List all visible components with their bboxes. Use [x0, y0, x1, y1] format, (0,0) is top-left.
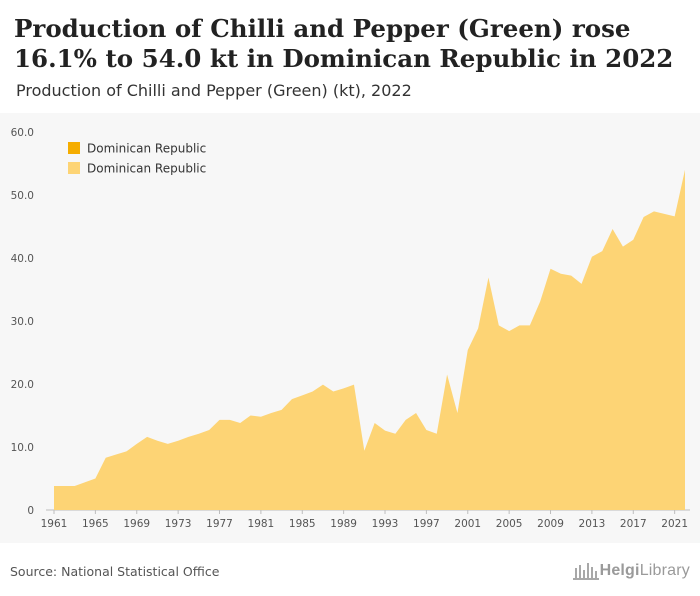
x-tick-label: 1985: [289, 518, 316, 530]
x-tick-label: 1969: [123, 518, 150, 530]
x-axis: 1961 1965 1969 1973 1977 1981 1985 1989 1993 1997…: [41, 509, 690, 530]
x-tick-label: 1997: [413, 518, 440, 530]
series-area: [54, 169, 685, 511]
y-tick-label: 30.0: [11, 316, 34, 328]
x-tick-label: 2005: [496, 518, 523, 530]
x-tick-label: 2021: [661, 518, 688, 530]
y-tick-label: 10.0: [11, 442, 34, 454]
source-note: Source: National Statistical Office: [10, 564, 220, 579]
area-chart: 010.020.030.040.050.060.0 1961 1965 1969 19…: [11, 127, 690, 530]
legend: Dominican Republic Dominican Republic: [68, 142, 206, 176]
y-tick-label: 60.0: [11, 127, 34, 139]
y-axis: 0 10.0 20.0 30.0 40.0 50.0 60.0: [11, 127, 34, 517]
x-tick-label: 2013: [579, 518, 606, 530]
x-tick-label: 2009: [537, 518, 564, 530]
y-tick-label: 50.0: [11, 190, 34, 202]
header: Production of Chilli and Pepper (Green) …: [0, 0, 700, 113]
x-tick-label: 1973: [165, 518, 192, 530]
legend-label: Dominican Republic: [87, 142, 206, 156]
library-building-icon: [572, 563, 599, 580]
helgi-library-logo: HelgiLibrary: [572, 560, 690, 582]
x-tick-label: 1977: [206, 518, 233, 530]
y-tick-label: 0: [27, 505, 34, 517]
legend-swatch: [68, 162, 80, 174]
y-tick-label: 40.0: [11, 253, 34, 265]
chart-subtitle: Production of Chilli and Pepper (Green) …: [16, 81, 412, 100]
legend-swatch: [68, 142, 80, 154]
chart-title: Production of Chilli and Pepper (Green) …: [14, 14, 674, 73]
x-tick-label: 1965: [82, 518, 109, 530]
legend-label: Dominican Republic: [87, 162, 206, 176]
x-tick-label: 2017: [620, 518, 647, 530]
logo-wordmark: HelgiLibrary: [599, 562, 690, 579]
x-tick-label: 1989: [330, 518, 357, 530]
x-tick-label: 1961: [41, 518, 68, 530]
x-tick-label: 1993: [372, 518, 399, 530]
x-tick-label: 1981: [248, 518, 275, 530]
y-tick-label: 20.0: [11, 379, 34, 391]
series-layer: [54, 169, 685, 511]
footer: [0, 543, 700, 596]
x-tick-label: 2001: [454, 518, 481, 530]
